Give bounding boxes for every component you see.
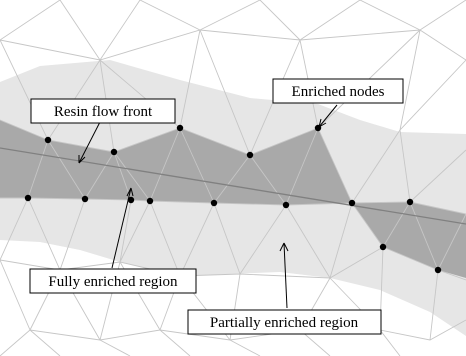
- resin-flow-front-arrowhead: [78, 155, 86, 164]
- callout-box: [187, 309, 382, 335]
- fully-enriched-region-label: Fully enriched region: [48, 274, 178, 290]
- enriched-node: [110, 148, 118, 156]
- partially-enriched-region-arrow: [283, 242, 288, 309]
- callout-resin-flow-front: Resin flow front: [30, 98, 176, 124]
- enriched-nodes-label: Enriched nodes: [292, 84, 385, 100]
- callout-fully-enriched-region: Fully enriched region: [29, 268, 197, 294]
- enriched-node: [246, 151, 254, 159]
- enriched-nodes-arrowhead: [318, 118, 327, 128]
- enriched-node: [406, 198, 414, 206]
- callout-arrows: [78, 104, 338, 309]
- enriched-node: [210, 199, 218, 207]
- partially-enriched-region-arrowhead: [279, 242, 289, 252]
- resin-flow-front-arrow: [78, 121, 101, 164]
- resin-flow-front-label: Resin flow front: [54, 104, 153, 120]
- enriched-node: [81, 195, 89, 203]
- enriched-node: [379, 243, 387, 251]
- fully-enriched-region-arrow: [111, 187, 132, 269]
- enriched-node: [282, 201, 290, 209]
- resin-flow-front-line: [0, 147, 466, 225]
- enriched-node: [434, 266, 442, 274]
- enriched-node: [176, 124, 184, 132]
- enriched-node: [146, 197, 154, 205]
- enriched-node: [127, 196, 135, 204]
- callout-enriched-nodes: Enriched nodes: [272, 78, 404, 104]
- callout-box: [29, 268, 197, 294]
- enriched-nodes-arrow: [318, 104, 338, 128]
- partially-enriched-region-label: Partially enriched region: [210, 315, 359, 331]
- callout-partially-enriched-region: Partially enriched region: [187, 309, 382, 335]
- enriched-nodes: [24, 124, 442, 274]
- enriched-node: [24, 194, 32, 202]
- enriched-node: [44, 136, 52, 144]
- callout-box: [272, 78, 404, 104]
- fully-enriched-region-arrowhead: [126, 187, 134, 197]
- callout-box: [30, 98, 176, 124]
- enriched-node: [348, 199, 356, 207]
